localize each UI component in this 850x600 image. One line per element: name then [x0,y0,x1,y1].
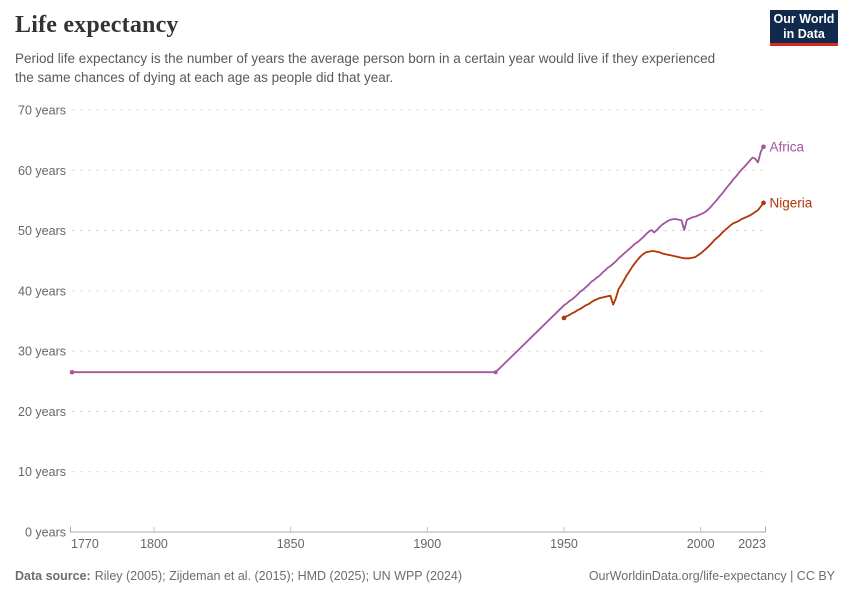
africa-line[interactable] [71,145,765,374]
y-axis-tick-label: 20 years [18,405,66,419]
x-axis-tick-label: 1850 [277,537,305,551]
page-title: Life expectancy [15,12,179,38]
data-source-text: Riley (2005); Zijdeman et al. (2015); HM… [94,569,463,583]
y-axis-tick-label: 60 years [18,164,66,178]
africa-series-label[interactable]: Africa [770,139,805,154]
owid-logo-line1: Our World [773,12,835,26]
nigeria-series-label[interactable]: Nigeria [770,195,813,210]
africa-start-dot [69,369,75,375]
x-axis-tick-label: 1950 [550,537,578,551]
owid-logo[interactable]: Our World in Data [770,10,838,46]
y-axis-tick-label: 70 years [18,104,66,118]
y-axis-tick-label: 0 years [25,526,66,540]
data-source-note: Data source: Riley (2005); Zijdeman et al… [15,569,462,583]
owid-license-link[interactable]: OurWorldinData.org/life-expectancy | CC … [588,569,835,583]
nigeria-line[interactable] [563,201,765,319]
africa-marker-dot [493,370,498,375]
x-axis-tick-label: 2023 [738,537,766,551]
chart-subtitle: Period life expectancy is the number of … [15,51,716,85]
y-axis-tick-label: 10 years [18,465,66,479]
y-axis-tick-label: 30 years [18,345,66,359]
x-axis-tick-label: 2000 [687,537,715,551]
chart-header: Life expectancy Period life expectancy i… [15,12,720,87]
owid-logo-line2: in Data [783,26,825,41]
nigeria-start-dot [561,315,567,321]
africa-end-dot [761,144,766,150]
nigeria-end-dot [761,200,766,206]
y-axis-tick-label: 50 years [18,224,66,238]
y-axis-tick-label: 40 years [18,284,66,298]
x-axis-tick-label: 1800 [140,537,168,551]
x-axis-tick-label: 1900 [413,537,441,551]
data-source-label: Data source: [15,569,91,583]
chart-footer: Data source: Riley (2005); Zijdeman et al… [0,569,850,583]
x-axis-tick-label: 1770 [71,537,99,551]
